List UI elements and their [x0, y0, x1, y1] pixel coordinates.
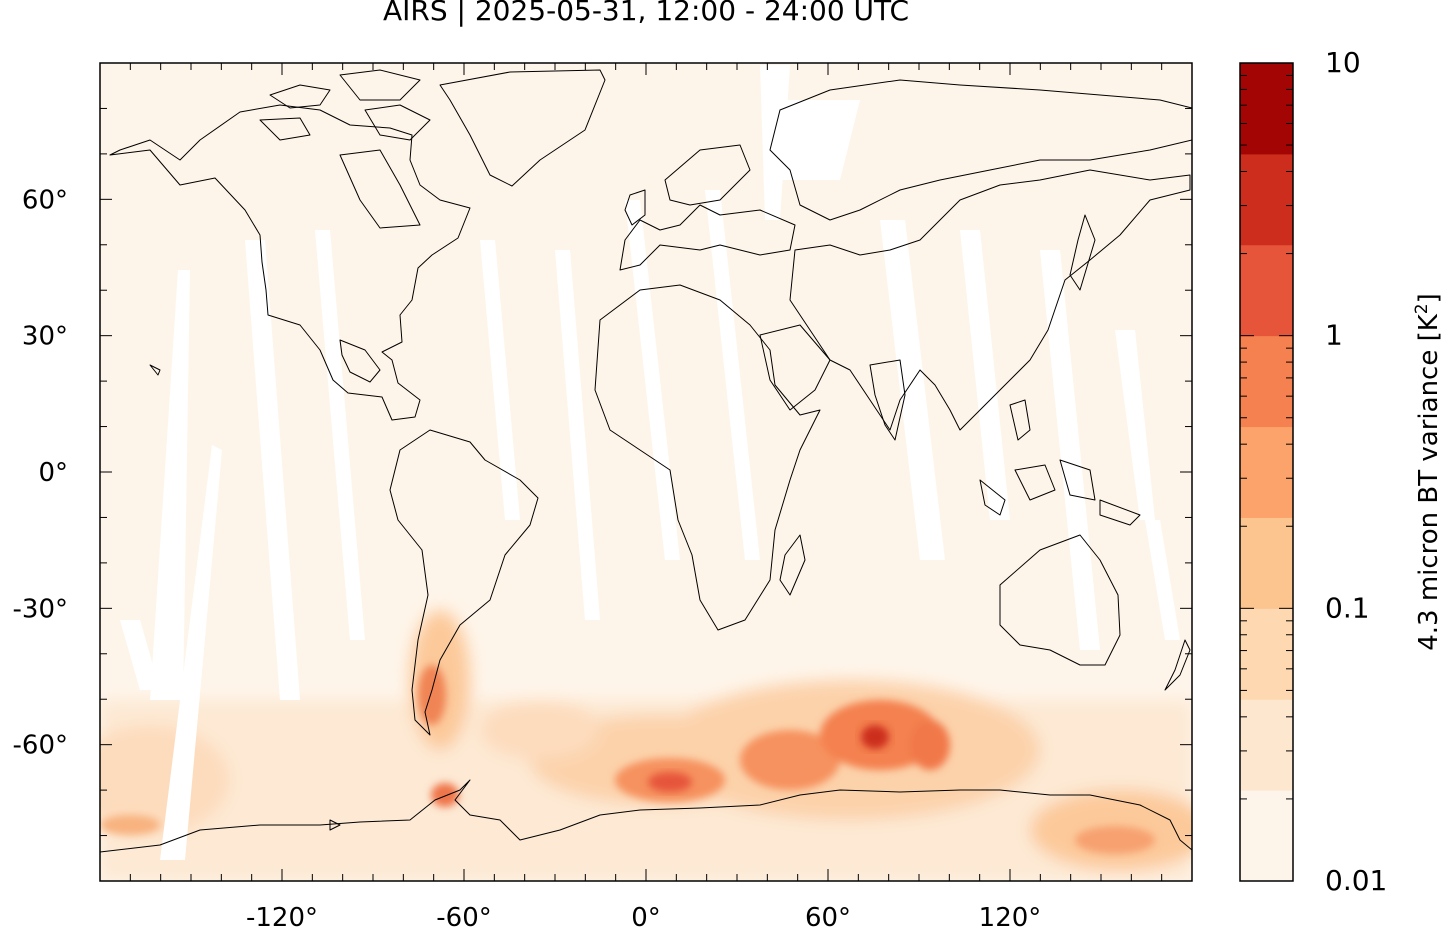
colorbar-tick-label: 0.01 [1325, 864, 1387, 897]
coast-north-america [109, 104, 471, 421]
lat-tick-label: 0° [38, 458, 68, 488]
lat-tick-label: -60° [13, 731, 68, 761]
coast-australia [999, 534, 1121, 666]
colorbar-swatch [1240, 244, 1293, 337]
colorbar-label: 4.3 micron BT variance [K2] [1412, 293, 1442, 651]
colorbar-tick-label: 0.1 [1325, 591, 1370, 624]
lat-tick-label: 30° [22, 322, 68, 352]
lon-tick-label: 120° [979, 903, 1042, 930]
colorbar [1240, 63, 1293, 882]
colorbar-swatch [1240, 426, 1293, 518]
map-ticks [100, 63, 1192, 881]
lon-tick-label: -120° [246, 903, 318, 930]
coast-africa [594, 284, 821, 631]
lon-tick-label: -60° [436, 903, 491, 930]
coast-antarctica [100, 779, 1192, 853]
coast-europe [619, 204, 796, 271]
map-title: AIRS | 2025-05-31, 12:00 - 24:00 UTC [382, 0, 910, 27]
map-area [100, 63, 1192, 881]
swath-gaps [120, 65, 1180, 860]
colorbar-swatch [1240, 153, 1293, 246]
lon-tick-label: 0° [631, 903, 661, 930]
colorbar-ticks [1240, 62, 1293, 882]
coast-asia [789, 169, 1191, 431]
lat-tick-labels: 60° 30° 0° -30° -60° [13, 185, 68, 760]
colorbar-swatch [1240, 790, 1293, 882]
colorbar-tick-label: 10 [1325, 46, 1361, 79]
coastlines [100, 69, 1192, 853]
coast-south-america [389, 429, 539, 736]
lat-tick-label: -30° [13, 594, 68, 624]
coast-greenland [439, 69, 606, 187]
colorbar-swatch [1240, 608, 1293, 700]
colorbar-tick-label: 1 [1325, 319, 1343, 352]
colorbar-swatch [1240, 517, 1293, 609]
lon-tick-labels: -120° -60° 0° 60° 120° [246, 903, 1041, 930]
colorbar-frame [1239, 62, 1294, 882]
colorbar-swatch [1240, 699, 1293, 791]
colorbar-tick-labels: 10 1 0.1 0.01 [1325, 46, 1387, 897]
colorbar-swatch [1240, 63, 1293, 155]
lon-tick-label: 60° [805, 903, 851, 930]
lat-tick-label: 60° [22, 185, 68, 215]
colorbar-swatch [1240, 335, 1293, 428]
